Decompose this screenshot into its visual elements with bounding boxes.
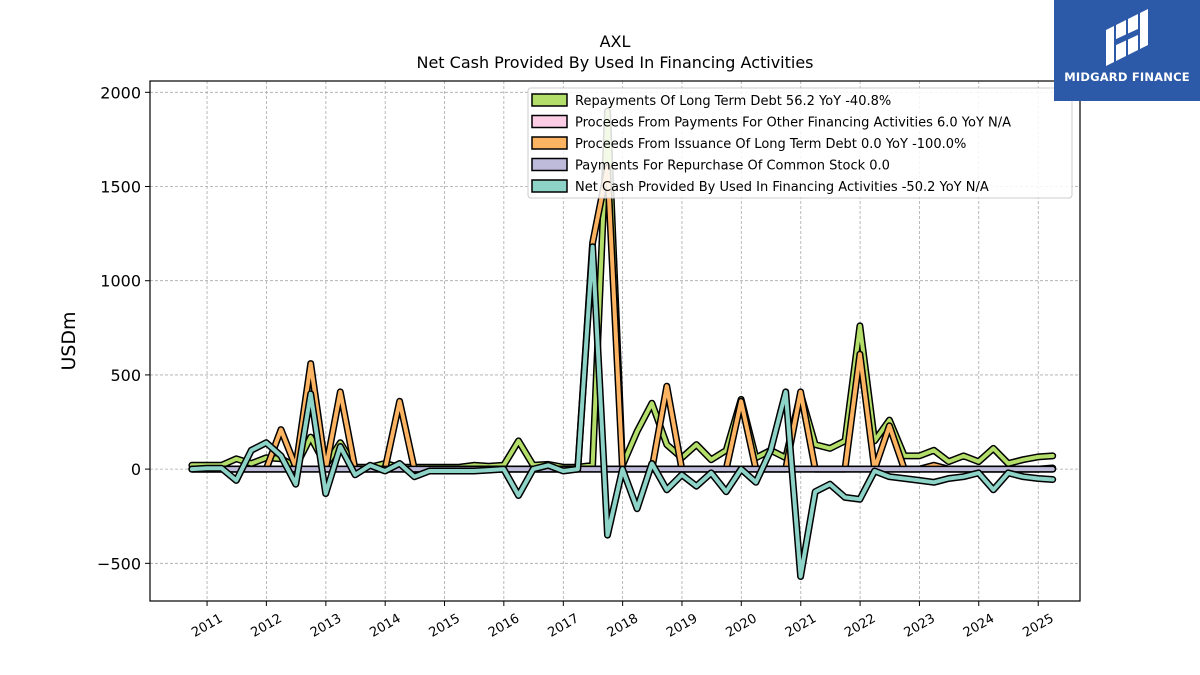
logo-mark-icon (1106, 9, 1148, 66)
y-tick-label: 2000 (100, 83, 141, 102)
y-tick-label: 1500 (100, 178, 141, 197)
plot-frame (149, 80, 1081, 602)
x-tick-label: 2022 (842, 611, 878, 641)
logo-text: MIDGARD FINANCE (1064, 70, 1190, 84)
y-axis: −500 0 500 1000 1500 2000 (97, 83, 150, 573)
y-tick-label: 500 (110, 366, 141, 385)
chart-title: AXL (600, 32, 631, 51)
x-tick-label: 2025 (1020, 611, 1056, 641)
x-tick-label: 2017 (545, 611, 581, 641)
x-tick-label: 2020 (723, 611, 759, 641)
x-tick-label: 2019 (664, 611, 700, 641)
x-tick-label: 2024 (961, 611, 997, 641)
x-tick-label: 2015 (427, 611, 463, 641)
y-tick-label: 1000 (100, 272, 141, 291)
legend-swatch (531, 157, 568, 172)
legend-entry: Payments For Repurchase Of Common Stock … (575, 159, 890, 174)
x-tick-label: 2012 (249, 611, 285, 641)
legend-swatch (531, 93, 568, 107)
x-tick-label: 2016 (486, 611, 522, 641)
series-net-cash-provided-by-used-in-financing-activities (188, 243, 1057, 580)
legend: Repayments Of Long Term Debt 56.2 YoY -4… (527, 87, 1073, 199)
legend-entry: Proceeds From Payments For Other Financi… (575, 116, 1011, 131)
legend-box (527, 87, 1073, 199)
legend-entry: Net Cash Provided By Used In Financing A… (575, 180, 989, 195)
chart-subtitle: Net Cash Provided By Used In Financing A… (416, 53, 813, 72)
legend-entry: Repayments Of Long Term Debt 56.2 YoY -4… (575, 94, 891, 109)
legend-swatch (531, 114, 568, 129)
y-axis-label: USDm (58, 311, 80, 370)
y-tick-label: −500 (97, 554, 141, 573)
series-line (189, 244, 1055, 579)
legend-swatch (531, 136, 568, 150)
legend-swatch (531, 179, 568, 193)
plot-series (188, 107, 1057, 580)
x-tick-label: 2011 (189, 611, 225, 641)
y-tick-label: 0 (131, 460, 141, 479)
x-tick-label: 2018 (605, 611, 641, 641)
x-axis: 2011 2012 2013 2014 2015 2016 2017 2018 2019 2020… (189, 601, 1057, 641)
legend-entry: Proceeds From Issuance Of Long Term Debt… (575, 137, 966, 152)
x-tick-label: 2014 (367, 611, 403, 641)
midgard-finance-logo: MIDGARD FINANCE (1054, 0, 1200, 101)
x-tick-label: 2021 (783, 611, 819, 641)
x-tick-label: 2013 (308, 611, 344, 641)
x-tick-label: 2023 (902, 611, 938, 641)
